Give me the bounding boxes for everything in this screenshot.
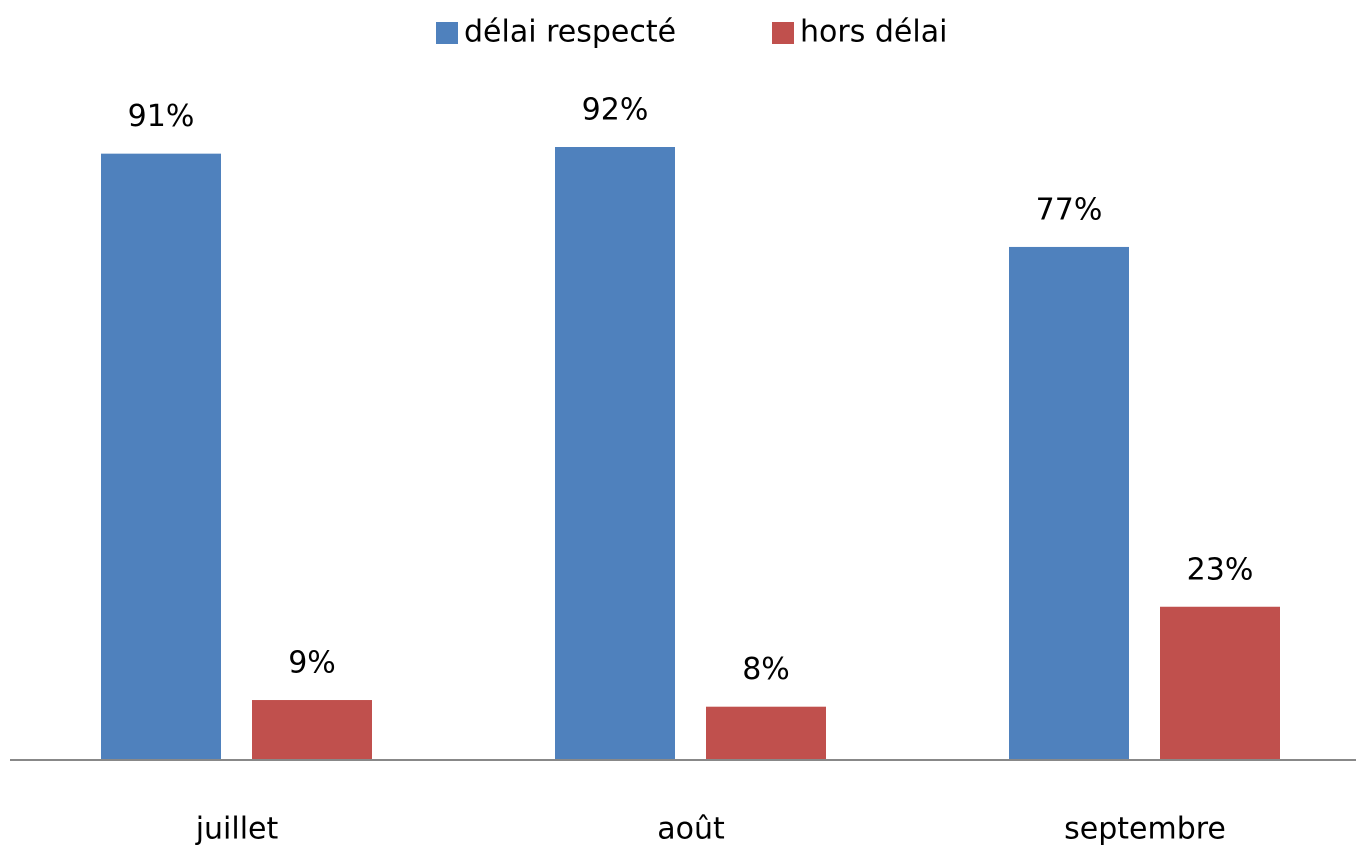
value-label: 91%: [128, 99, 195, 134]
bar: [1009, 246, 1129, 760]
value-label: 77%: [1036, 192, 1103, 227]
x-tick-label: juillet: [195, 812, 279, 847]
bar: [1160, 606, 1280, 760]
bar: [555, 147, 675, 760]
value-label: 23%: [1187, 552, 1254, 587]
legend-label: délai respecté: [464, 15, 676, 50]
legend-swatch: [772, 22, 794, 44]
bar: [706, 706, 826, 760]
legend-label: hors délai: [800, 15, 947, 50]
bar: [101, 153, 221, 761]
x-tick-label: septembre: [1064, 812, 1226, 847]
legend-swatch: [436, 22, 458, 44]
bar: [252, 700, 372, 760]
value-label: 8%: [742, 652, 790, 687]
x-tick-label: août: [657, 812, 725, 847]
value-label: 9%: [288, 646, 336, 681]
value-label: 92%: [582, 93, 649, 128]
